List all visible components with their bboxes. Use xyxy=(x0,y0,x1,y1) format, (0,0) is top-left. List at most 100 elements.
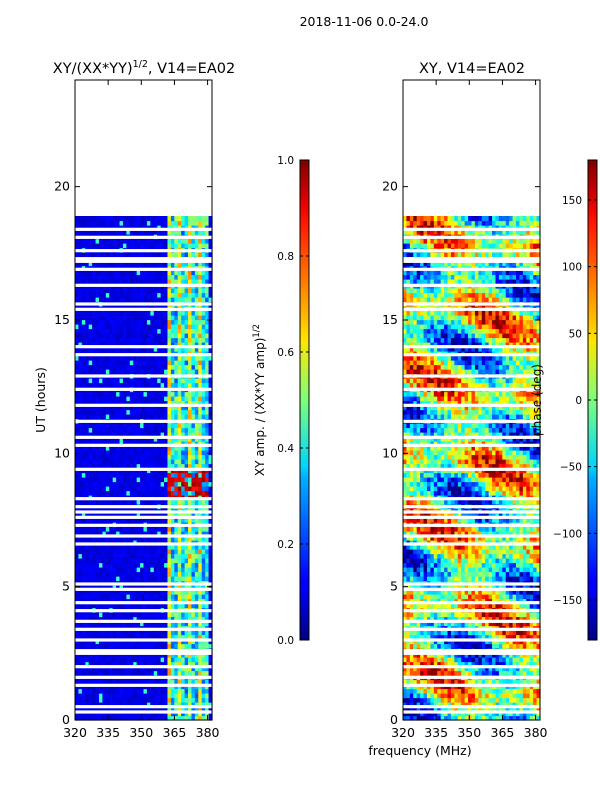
heatmap-cell xyxy=(112,405,117,411)
heatmap-cell xyxy=(119,292,124,298)
heatmap-cell xyxy=(105,688,110,694)
heatmap-cell xyxy=(174,517,179,523)
heatmap-cell xyxy=(157,396,162,402)
heatmap-cell xyxy=(85,517,90,523)
heatmap-cell xyxy=(109,634,114,640)
heatmap-cell xyxy=(122,702,127,708)
heatmap-cell xyxy=(194,328,199,334)
heatmap-cell xyxy=(177,220,182,226)
heatmap-cell xyxy=(191,409,196,415)
heatmap-cell xyxy=(208,679,213,685)
heatmap-cell xyxy=(92,562,97,568)
heatmap-cell xyxy=(181,414,186,420)
heatmap-cell xyxy=(150,517,155,523)
heatmap-cell xyxy=(170,603,175,609)
heatmap-cell xyxy=(78,252,83,258)
heatmap-cell xyxy=(102,225,107,231)
heatmap-cell xyxy=(122,400,127,406)
heatmap-cell xyxy=(133,450,138,456)
heatmap-cell xyxy=(184,364,189,370)
heatmap-cell xyxy=(198,490,203,496)
heatmap-cell xyxy=(177,288,182,294)
heatmap-cell xyxy=(116,576,121,582)
heatmap-cell xyxy=(122,364,127,370)
heatmap-cell xyxy=(174,414,179,420)
heatmap-cell xyxy=(198,450,203,456)
heatmap-cell xyxy=(164,292,169,298)
heatmap-cell xyxy=(150,589,155,595)
heatmap-cell xyxy=(170,319,175,325)
heatmap-cell xyxy=(157,535,162,541)
heatmap-cell xyxy=(126,225,131,231)
heatmap-cell xyxy=(133,576,138,582)
heatmap-cell xyxy=(126,486,131,492)
heatmap-cell xyxy=(95,229,100,235)
heatmap-cell xyxy=(140,378,145,384)
heatmap-cell xyxy=(133,598,138,604)
heatmap-cell xyxy=(208,513,213,519)
heatmap-cell xyxy=(498,715,503,721)
heatmap-cell xyxy=(143,688,148,694)
heatmap-cell xyxy=(488,679,493,685)
heatmap-cell xyxy=(440,697,445,703)
heatmap-cell xyxy=(88,427,93,433)
heatmap-cell xyxy=(181,319,186,325)
heatmap-cell xyxy=(88,292,93,298)
heatmap-cell xyxy=(191,459,196,465)
heatmap-cell xyxy=(119,238,124,244)
heatmap-cell xyxy=(167,472,172,478)
heatmap-cell xyxy=(526,679,531,685)
heatmap-cell xyxy=(95,310,100,316)
heatmap-cell xyxy=(112,634,117,640)
heatmap-cell xyxy=(75,270,80,276)
heatmap-cell xyxy=(122,486,127,492)
heatmap-cell xyxy=(140,688,145,694)
heatmap-cell xyxy=(184,490,189,496)
heatmap-cell xyxy=(184,378,189,384)
heatmap-cell xyxy=(194,252,199,258)
heatmap-cell xyxy=(109,229,114,235)
heatmap-cell xyxy=(109,585,114,591)
heatmap-cell xyxy=(129,513,134,519)
heatmap-cell xyxy=(129,274,134,280)
heatmap-cell xyxy=(174,319,179,325)
heatmap-cell xyxy=(201,216,206,222)
heatmap-cell xyxy=(126,252,131,258)
heatmap-cell xyxy=(188,229,193,235)
heatmap-cell xyxy=(75,459,80,465)
heatmap-cell xyxy=(116,661,121,667)
heatmap-cell xyxy=(116,414,121,420)
heatmap-cell xyxy=(112,661,117,667)
heatmap-cell xyxy=(191,603,196,609)
heatmap-cell xyxy=(160,220,165,226)
heatmap-cell xyxy=(181,666,186,672)
heatmap-cell xyxy=(181,369,186,375)
heatmap-cell xyxy=(194,634,199,640)
heatmap-cell xyxy=(92,679,97,685)
heatmap-cell xyxy=(450,693,455,699)
heatmap-cell xyxy=(116,634,121,640)
heatmap-cell xyxy=(81,396,86,402)
heatmap-cell xyxy=(184,292,189,298)
heatmap-cell xyxy=(119,661,124,667)
heatmap-cell xyxy=(105,670,110,676)
heatmap-cell xyxy=(81,369,86,375)
heatmap-cell xyxy=(191,382,196,388)
heatmap-cell xyxy=(191,706,196,712)
heatmap-cell xyxy=(81,409,86,415)
heatmap-cell xyxy=(430,697,435,703)
heatmap-cell xyxy=(78,382,83,388)
heatmap-cell xyxy=(181,328,186,334)
heatmap-cell xyxy=(191,693,196,699)
heatmap-cell xyxy=(143,409,148,415)
heatmap-cell xyxy=(157,666,162,672)
heatmap-cell xyxy=(468,702,473,708)
heatmap-cell xyxy=(201,243,206,249)
heatmap-cell xyxy=(140,436,145,442)
heatmap-cell xyxy=(81,553,86,559)
heatmap-cell xyxy=(105,261,110,267)
heatmap-cell xyxy=(116,391,121,397)
heatmap-cell xyxy=(461,702,466,708)
heatmap-cell xyxy=(92,324,97,330)
heatmap-cell xyxy=(160,261,165,267)
